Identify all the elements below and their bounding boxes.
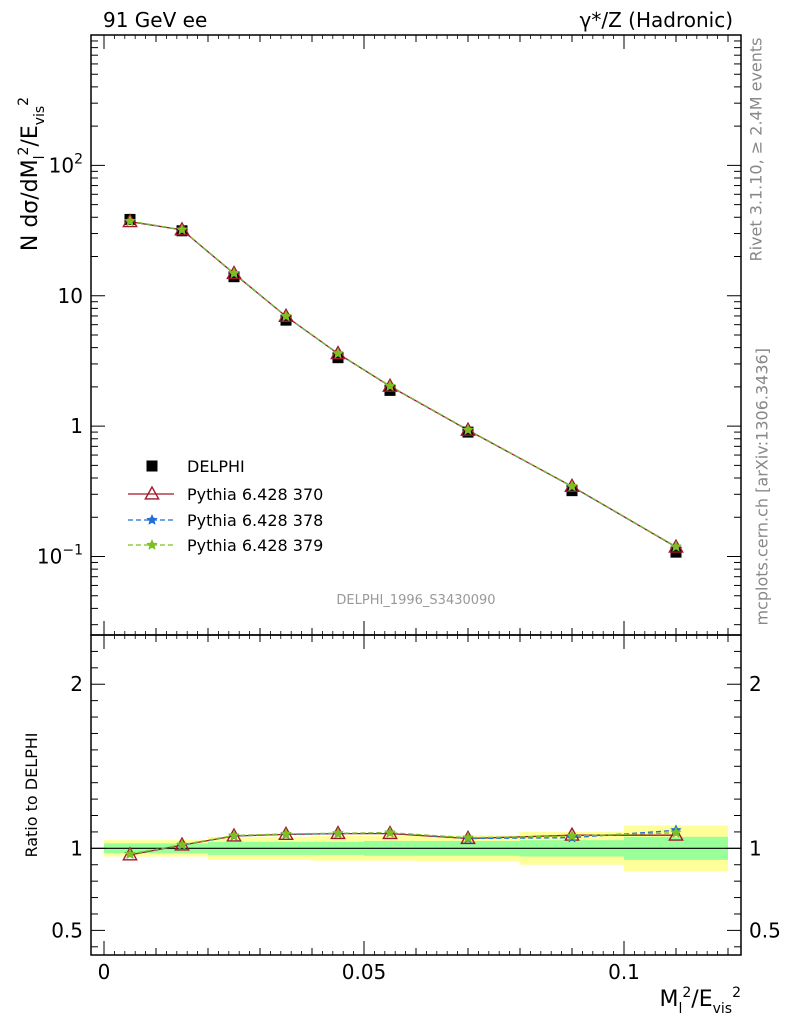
y-tick-label: 1 [70,836,83,860]
ratio-panel: 0.5 0.5 1 1 2 2 0 0.05 0.1 Ratio to DELPHI Ml2/Evi… [22,634,781,1017]
legend-label-3: Pythia 6.428 379 [187,536,323,555]
ratio-point-2-4 [332,827,344,839]
data-point-0-3 [280,314,292,326]
ratio-point-2-8 [670,826,682,838]
y-tick-label: 102 [49,151,83,177]
ratio-point-2-0 [124,847,136,860]
y-tick-label: 0.5 [51,918,83,942]
ratio-frame [90,634,742,956]
x-tick-label: 0 [98,960,111,984]
legend-marker-0 [146,460,158,472]
data-point-3-1 [176,223,188,235]
legend-label-0: DELPHI [187,457,245,476]
legend-marker-3 [146,538,158,550]
data-point-3-8 [670,540,682,552]
ratio-y-axis-label: Ratio to DELPHI [22,732,41,857]
data-point-3-7 [566,480,578,492]
ratio-point-2-3 [280,827,292,839]
data-point-0-4 [332,352,344,364]
legend-label-1: Pythia 6.428 370 [187,485,323,504]
y-tick-label-right: 1 [749,836,762,860]
data-point-0-2 [228,271,240,283]
data-point-3-0 [124,215,136,227]
legend: DELPHI Pythia 6.428 370 Pythia 6.428 378 Py… [128,457,323,555]
legend-label-2: Pythia 6.428 378 [187,511,323,530]
data-point-3-5 [384,379,396,392]
rivet-version-label: Rivet 3.1.10, ≥ 2.4M events [746,37,766,262]
y-axis-label: N dσ/dMl2/Evis2 [16,97,48,251]
analysis-watermark: DELPHI_1996_S3430090 [336,593,495,608]
legend-marker-1 [144,485,160,500]
x-axis-label: Ml2/Evis2 [660,985,742,1017]
ratio-point-2-2 [228,829,240,841]
data-point-0-5 [384,384,396,396]
x-tick-label: 0.05 [342,960,387,984]
y-tick-label-right: 2 [749,672,762,696]
x-tick-label: 0.1 [608,960,640,984]
mcplots-reference-label: mcplots.cern.ch [arXiv:1306.3436] [752,348,772,626]
ratio-point-2-1 [176,838,188,850]
y-tick-label: 1 [70,414,83,438]
data-point-3-4 [332,347,344,359]
data-point-3-3 [280,310,292,322]
data-point-3-6 [462,423,474,435]
y-tick-label: 10 [58,284,83,308]
y-tick-label: 2 [70,672,83,696]
legend-marker-2 [146,513,158,525]
header-energy-label: 91 GeV ee [103,8,207,32]
y-tick-label-right: 0.5 [749,918,781,942]
ratio-point-2-7 [566,829,578,842]
data-point-3-2 [228,267,240,279]
y-tick-label: 10−1 [37,543,83,569]
ratio-point-2-6 [462,831,474,843]
header-process-label: γ*/Z (Hadronic) [580,8,733,32]
ratio-point-2-5 [384,826,396,838]
